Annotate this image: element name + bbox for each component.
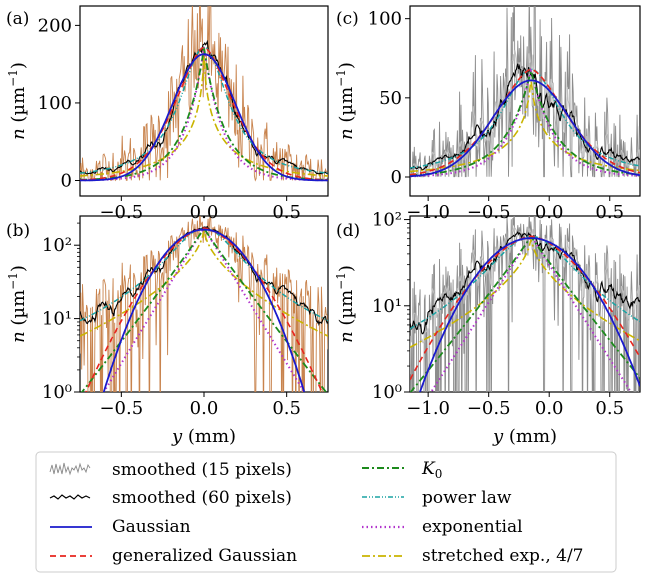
legend-exponential-label: exponential <box>422 517 523 537</box>
x-tick-label: 0.0 <box>190 202 219 223</box>
panel-c-plot <box>410 6 640 178</box>
legend-smoothed15-swatch <box>49 462 91 476</box>
series-raw-data <box>410 6 640 178</box>
legend-smoothed15-label: smoothed (15 pixels) <box>112 460 292 480</box>
y-tick-label: 10⁰ <box>372 382 402 403</box>
legend: smoothed (15 pixels) smoothed (60 pixels… <box>35 451 617 573</box>
series-power-law <box>410 235 640 330</box>
x-tick-label: 0.0 <box>190 398 219 419</box>
series-stretched-exp <box>80 227 328 337</box>
x-tick-label: −0.5 <box>99 398 143 419</box>
x-tick-label: −0.5 <box>467 202 511 223</box>
panel-c-frame <box>409 5 641 197</box>
panel-label-c: (c) <box>336 9 359 29</box>
series-smoothed-60 <box>410 231 640 335</box>
y-tick-label: 10¹ <box>372 296 402 317</box>
legend-k0-label: K0 <box>421 459 442 481</box>
series-generalized-gaussian <box>410 68 640 176</box>
legend-gengauss-label: generalized Gaussian <box>112 546 297 566</box>
series-gaussian <box>102 228 306 392</box>
y-tick-label: 100 <box>38 93 72 114</box>
series-stretched-exp <box>410 237 640 349</box>
legend-smoothed60-swatch <box>49 494 91 500</box>
panel-label-d: (d) <box>336 221 360 241</box>
y-tick-label: 10⁰ <box>42 382 72 403</box>
x-tick-label: 0.0 <box>535 202 564 223</box>
panel-a-plot <box>80 6 328 182</box>
y-tick-label: 10¹ <box>42 309 72 330</box>
series-k0 <box>410 67 640 177</box>
xlabel-d: y (mm) <box>492 426 557 447</box>
y-tick-label: 10² <box>42 235 72 256</box>
legend-stretched-label: stretched exp., 4/7 <box>422 546 584 566</box>
ylabel-a: n (µm−1) <box>6 62 29 140</box>
y-tick-label: 200 <box>38 15 72 36</box>
x-tick-label: −0.5 <box>99 202 143 223</box>
legend-powerlaw-label: power law <box>422 488 512 508</box>
x-tick-label: −1.0 <box>406 202 450 223</box>
panel-label-b: (b) <box>6 221 30 241</box>
panel-d-plot <box>410 216 640 392</box>
series-gaussian <box>80 53 328 182</box>
x-tick-label: 0.5 <box>272 398 301 419</box>
x-tick-label: −1.0 <box>406 398 450 419</box>
ylabel-b: n (µm−1) <box>6 265 29 343</box>
y-tick-label: 50 <box>379 88 402 109</box>
x-tick-label: 0.5 <box>595 202 624 223</box>
legend-smoothed60-label: smoothed (60 pixels) <box>112 488 292 508</box>
series-smoothed-60 <box>410 63 640 171</box>
xlabel-b: y (mm) <box>171 426 236 447</box>
legend-gaussian-label: Gaussian <box>112 517 191 537</box>
x-tick-label: 0.5 <box>595 398 624 419</box>
panel-label-a: (a) <box>6 9 29 29</box>
series-raw-data <box>80 6 328 182</box>
series-smoothed-60 <box>80 39 328 175</box>
series-gaussian <box>410 79 640 178</box>
x-tick-label: 0.0 <box>535 398 564 419</box>
y-tick-label: 0 <box>61 170 72 191</box>
series-gaussian <box>419 237 640 392</box>
series-generalized-gaussian <box>410 235 640 381</box>
series-generalized-gaussian <box>85 227 323 392</box>
panel-b-plot <box>80 216 328 392</box>
ylabel-c: n (µm−1) <box>334 62 357 140</box>
x-tick-label: −0.5 <box>467 398 511 419</box>
y-tick-label: 100 <box>368 9 402 30</box>
ylabel-d: n (µm−1) <box>334 265 357 343</box>
series-power-law <box>80 46 328 174</box>
legend-frame <box>35 451 617 573</box>
y-tick-label: 10² <box>372 210 402 231</box>
series-exponential <box>102 226 306 392</box>
x-tick-label: 0.5 <box>272 202 301 223</box>
y-tick-label: 0 <box>391 167 402 188</box>
series-k0 <box>410 235 640 392</box>
series-generalized-gaussian <box>80 46 328 181</box>
